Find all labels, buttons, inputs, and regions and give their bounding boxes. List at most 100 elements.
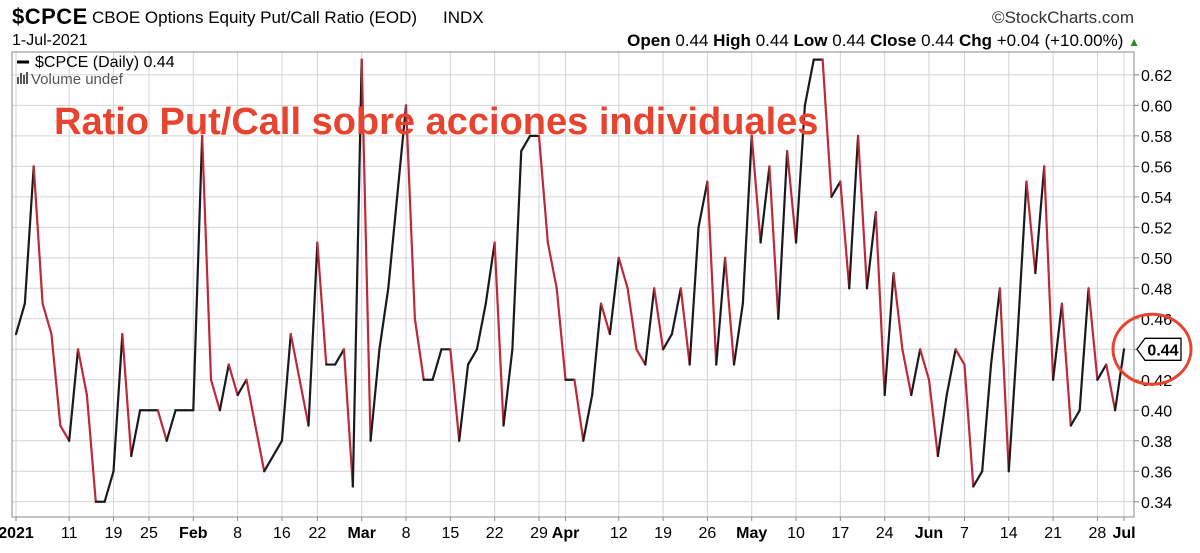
x-tick-label: 17	[831, 525, 849, 542]
line-segment	[342, 348, 354, 488]
line-segment	[156, 409, 168, 442]
line-segment	[1114, 348, 1126, 412]
x-tick-label: 12	[610, 525, 628, 542]
line-segment	[653, 287, 665, 351]
line-segment	[794, 104, 806, 244]
legend: $CPCE (Daily) 0.44 Volume undef	[17, 54, 175, 88]
plot-area	[11, 51, 1135, 518]
line-segment	[1060, 302, 1072, 427]
line-segment	[351, 58, 363, 488]
line-segment	[839, 180, 851, 290]
line-segment	[271, 439, 284, 458]
line-segment	[1016, 180, 1028, 336]
line-segment	[112, 332, 124, 473]
line-segment	[599, 302, 611, 336]
line-segment	[245, 378, 257, 427]
line-segment	[874, 210, 886, 397]
line-segment	[192, 134, 204, 412]
x-tick-label: 14	[1000, 525, 1018, 542]
line-segment	[1069, 409, 1081, 427]
line-segment	[768, 165, 780, 320]
line-segment	[298, 378, 310, 427]
x-tick-label: Apr	[552, 525, 580, 542]
line-segment	[856, 134, 869, 290]
line-segment	[608, 256, 620, 336]
x-tick-label: 15	[441, 525, 459, 542]
line-segment	[981, 363, 993, 473]
line-segment	[387, 195, 399, 290]
line-segment	[697, 180, 709, 229]
line-segment	[759, 165, 771, 244]
line-segment	[989, 287, 1002, 366]
line-segment	[1051, 302, 1064, 381]
y-tick-label: 0.40	[1141, 403, 1172, 420]
line-segment	[165, 409, 177, 442]
line-segment	[803, 58, 815, 107]
line-segment	[1043, 165, 1055, 381]
line-segment	[334, 348, 346, 366]
x-tick-label: 26	[698, 525, 716, 542]
x-tick-label: 19	[105, 525, 123, 542]
highlight-circle	[1111, 312, 1193, 386]
legend-volume: Volume undef	[31, 71, 124, 88]
y-tick-label: 0.62	[1141, 68, 1172, 85]
x-tick-label: Feb	[179, 525, 208, 542]
x-tick-label: 22	[308, 525, 326, 542]
line-segment	[724, 256, 736, 366]
chg-value: +0.04 (+10.00%)	[996, 31, 1124, 50]
x-axis: 2021 11 19 25 Feb 8 16 22 Mar 8 15 22 29 Apr 12 19 26 May…	[0, 517, 1136, 542]
x-tick-label: 11	[61, 525, 78, 542]
x-tick-label: Mar	[347, 525, 375, 542]
line-segment	[458, 363, 470, 442]
line-segment	[1087, 287, 1099, 381]
y-tick-label: 0.60	[1141, 98, 1172, 115]
ohlc-readout: Open 0.44 High 0.44 Low 0.44 Close 0.44 …	[627, 31, 1140, 51]
y-tick-label: 0.54	[1141, 190, 1172, 207]
annotation-title: Ratio Put/Call sobre acciones individual…	[54, 101, 818, 143]
line-segment	[316, 241, 328, 366]
line-segment	[1007, 332, 1019, 473]
line-segment	[670, 287, 682, 336]
line-segment	[289, 332, 301, 381]
line-segment	[688, 226, 700, 366]
x-tick-label: 16	[273, 525, 291, 542]
line-segment	[520, 134, 532, 153]
line-segment	[76, 348, 89, 397]
line-segment	[449, 348, 461, 442]
line-segment	[431, 348, 443, 381]
line-segment	[50, 332, 62, 427]
line-segment	[865, 210, 877, 290]
open-label: Open	[627, 31, 671, 50]
line-segment	[954, 348, 966, 366]
chg-label: Chg	[958, 31, 992, 50]
volume-bars-icon	[17, 72, 28, 84]
line-segment	[227, 363, 239, 397]
source-credit[interactable]: ©StockCharts.com	[992, 8, 1134, 27]
line-segment	[546, 241, 558, 290]
line-segment	[573, 378, 585, 442]
legend-series: $CPCE (Daily) 0.44	[35, 54, 175, 71]
line-segment	[750, 134, 762, 244]
line-segment	[741, 134, 753, 305]
line-segment	[32, 165, 44, 305]
line-segment	[715, 256, 727, 366]
line-segment	[777, 149, 789, 320]
line-segment	[617, 256, 629, 290]
line-segment	[945, 348, 957, 397]
line-segment	[475, 302, 487, 351]
line-segment	[635, 348, 647, 366]
x-tick-label: 19	[654, 525, 672, 542]
line-segment	[936, 393, 948, 458]
line-segment	[307, 241, 319, 427]
line-segment	[201, 134, 213, 381]
line-segment	[103, 470, 115, 503]
up-triangle-icon: ▲	[1128, 35, 1140, 49]
y-tick-label: 0.38	[1141, 434, 1172, 451]
line-segment	[466, 348, 479, 366]
line-segment	[130, 409, 142, 458]
line-segment	[706, 180, 718, 366]
line-segment	[236, 378, 248, 397]
x-tick-label: Jul	[1112, 525, 1135, 542]
line-segment	[68, 348, 80, 442]
